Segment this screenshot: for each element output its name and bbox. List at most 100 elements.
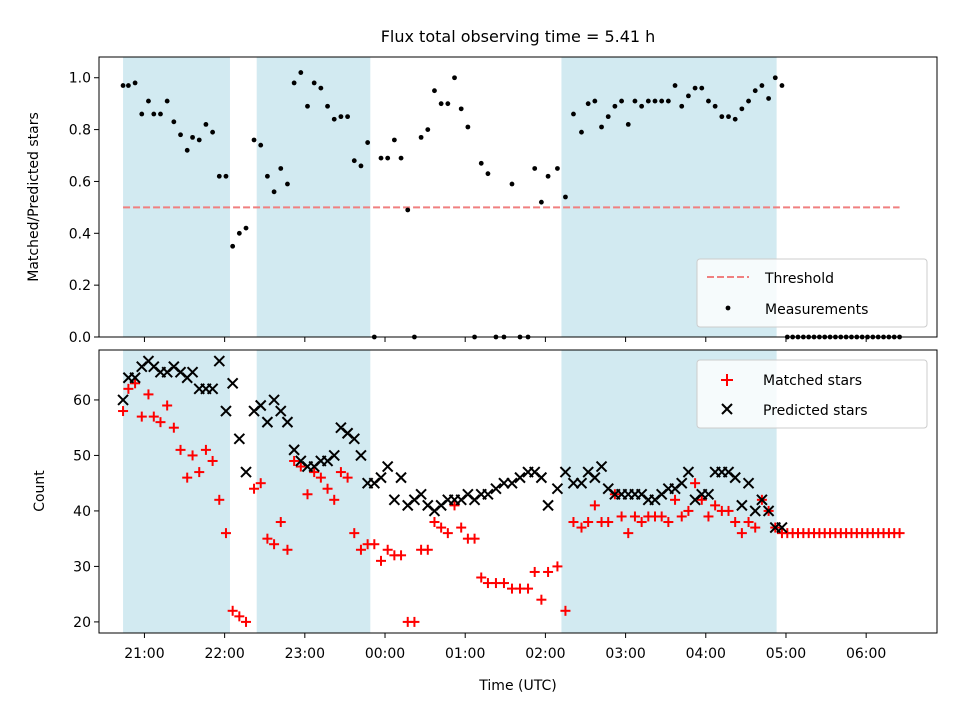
matched-star-point (536, 594, 547, 605)
chart-title: Flux total observing time = 5.41 h (381, 27, 656, 46)
matched-star-point (552, 561, 563, 572)
predicted-star-point (186, 366, 199, 378)
matched-star-point (629, 511, 640, 522)
matched-star-point (703, 511, 714, 522)
predicted-star-point (482, 488, 494, 500)
predicted-star-point (682, 466, 695, 478)
x-tick-label: 06:00 (846, 646, 886, 662)
matched-star-point (234, 611, 245, 622)
matched-star-point (670, 494, 681, 505)
predicted-star-point (702, 488, 715, 500)
measurement-point (216, 173, 222, 179)
matched-star-point (663, 517, 674, 528)
matched-star-point (543, 566, 554, 577)
matched-star-point (262, 533, 273, 544)
measurement-point (258, 142, 264, 148)
measurement-point (579, 129, 584, 135)
predicted-star-point (736, 499, 748, 512)
legend-threshold-label: Threshold (764, 271, 834, 287)
predicted-star-point (749, 505, 761, 517)
matched-star-point (194, 467, 205, 478)
predicted-star-point (275, 405, 287, 417)
measurement-point (146, 98, 151, 104)
measurement-point (652, 98, 658, 104)
measurement-point (465, 124, 471, 130)
matched-star-point (182, 472, 193, 483)
predicted-star-point (490, 483, 502, 495)
legend-predicted-swatch (721, 403, 733, 415)
predicted-star-point (388, 494, 401, 506)
matched-star-point (168, 422, 179, 433)
measurement-point (223, 173, 229, 179)
matched-star-point (200, 444, 211, 455)
measurement-point (236, 230, 242, 236)
measurement-point (759, 83, 765, 88)
matched-star-point (560, 605, 571, 616)
measurement-point (305, 103, 310, 109)
measurement-point (378, 155, 384, 161)
y-tick-label: 1.0 (69, 71, 91, 87)
measurement-point (325, 103, 330, 109)
measurement-point (612, 103, 618, 109)
matched-star-point (409, 616, 420, 627)
predicted-star-point (742, 477, 755, 489)
measurement-point (126, 83, 131, 88)
measurement-point (779, 83, 785, 88)
measurement-point (599, 124, 604, 130)
predicted-star-point (381, 460, 394, 473)
predicted-star-point (226, 377, 239, 390)
matched-star-point (723, 505, 734, 516)
matched-star-point (214, 494, 225, 505)
measurement-point (538, 199, 544, 205)
predicted-star-point (762, 505, 775, 517)
bottom-panel: 20 30 40 50 60 21:00 22:00 23:00 00:00 01:00 02:0… (32, 349, 938, 694)
measurement-point (438, 101, 444, 107)
matched-star-point (322, 483, 333, 494)
matched-star-point (576, 522, 587, 533)
measurement-point (331, 116, 337, 122)
top-series (120, 70, 902, 340)
predicted-star-point (375, 471, 387, 484)
measurement-point (265, 173, 270, 179)
measurement-point (672, 83, 678, 88)
measurement-point (338, 114, 344, 120)
matched-star-point (255, 478, 266, 489)
predicted-star-point (776, 521, 788, 534)
predicted-star-point (233, 433, 246, 445)
x-tick-label: 22:00 (204, 646, 244, 662)
measurement-point (625, 122, 631, 127)
measurement-point (171, 119, 177, 125)
measurement-point (298, 70, 304, 75)
measurement-point (726, 114, 731, 120)
legend-matched-label: Matched stars (763, 373, 862, 389)
shaded-interval (123, 350, 230, 633)
x-tick-label: 04:00 (686, 646, 726, 662)
predicted-star-point (240, 466, 252, 478)
measurement-point (719, 114, 725, 120)
y-tick-label: 0.0 (69, 330, 91, 346)
matched-star-point (603, 517, 614, 528)
matched-star-point (683, 505, 694, 516)
matched-star-point (302, 489, 313, 500)
measurement-point (203, 122, 209, 127)
matched-star-point (710, 500, 721, 511)
matched-star-point (207, 455, 218, 466)
measurement-point (432, 88, 437, 94)
measurement-point (184, 147, 190, 153)
measurement-point (151, 111, 157, 117)
predicted-star-point (268, 394, 280, 406)
measurement-point (278, 166, 284, 171)
measurement-point (178, 132, 183, 138)
measurement-point (686, 93, 691, 99)
measurement-point (692, 85, 698, 91)
predicted-star-point (261, 416, 274, 428)
measurement-point (158, 111, 163, 117)
measurement-point (739, 106, 745, 112)
top-legend: Threshold Measurements (696, 258, 928, 328)
measurement-point (271, 189, 277, 195)
matched-star-point (894, 528, 905, 539)
y-tick-label: 30 (73, 559, 91, 575)
predicted-star-point (395, 471, 407, 484)
predicted-star-point (535, 471, 548, 484)
measurement-point (659, 98, 665, 104)
